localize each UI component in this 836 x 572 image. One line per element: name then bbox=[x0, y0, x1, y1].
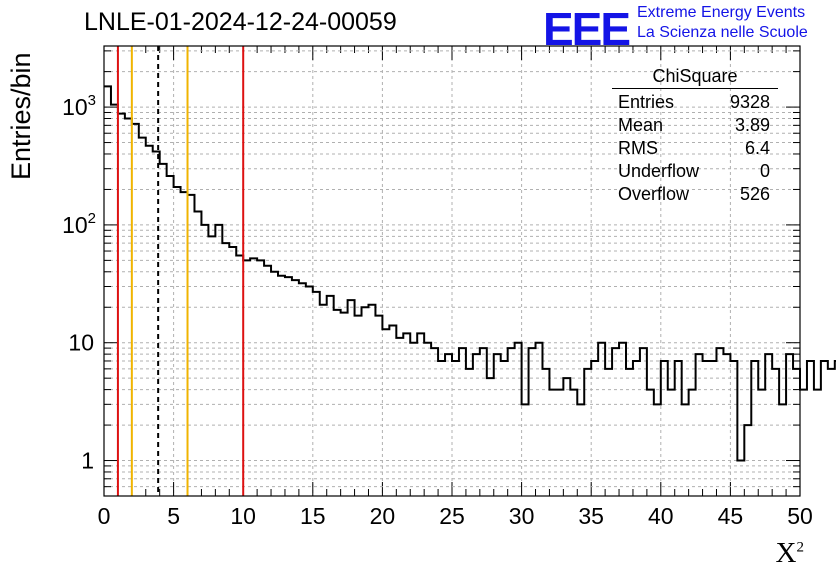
y-tick-label: 103 bbox=[62, 92, 96, 120]
x-tick-label: 20 bbox=[370, 503, 396, 529]
histogram-bin bbox=[814, 390, 821, 496]
stats-label: Entries bbox=[618, 92, 675, 112]
histogram-series bbox=[104, 85, 836, 462]
x-tick-label: 35 bbox=[578, 503, 604, 529]
stats-label: RMS bbox=[618, 138, 658, 158]
x-tick-label: 50 bbox=[787, 503, 813, 529]
chart-title: LNLE-01-2024-12-24-00059 bbox=[84, 8, 397, 36]
x-axis-label: X2 bbox=[776, 537, 804, 570]
x-axis-label-text: X bbox=[775, 537, 797, 569]
stats-value: 0 bbox=[759, 161, 770, 181]
x-tick-label: 15 bbox=[300, 503, 326, 529]
stats-label: Underflow bbox=[618, 161, 700, 181]
logo-line-2: La Scienza nelle Scuole bbox=[637, 24, 808, 41]
x-tick-label: 10 bbox=[230, 503, 256, 529]
stats-row-entries: Entries 9328 bbox=[612, 91, 778, 114]
y-tick-label: 1 bbox=[81, 448, 94, 474]
x-tick-label: 0 bbox=[98, 503, 111, 529]
x-tick-label: 30 bbox=[509, 503, 535, 529]
x-tick-label: 5 bbox=[167, 503, 180, 529]
stats-row-mean: Mean 3.89 bbox=[612, 114, 778, 137]
stats-value: 9328 bbox=[729, 92, 770, 112]
x-axis-label-sup: 2 bbox=[796, 539, 805, 556]
x-tick-label: 45 bbox=[718, 503, 744, 529]
eee-logo: EEE bbox=[543, 3, 631, 55]
y-tick-label: 102 bbox=[62, 210, 96, 238]
histogram-bin bbox=[800, 390, 807, 496]
histogram-bin bbox=[828, 369, 835, 496]
plot-frame bbox=[103, 45, 801, 497]
stats-value: 526 bbox=[739, 184, 770, 204]
x-tick-label: 25 bbox=[439, 503, 465, 529]
stats-label: Overflow bbox=[618, 184, 690, 204]
stats-row-rms: RMS 6.4 bbox=[612, 137, 778, 160]
stats-title: ChiSquare bbox=[612, 66, 778, 89]
stats-value: 6.4 bbox=[744, 138, 770, 158]
stats-row-underflow: Underflow 0 bbox=[612, 160, 778, 183]
stats-value: 3.89 bbox=[734, 115, 770, 135]
histogram-bin bbox=[807, 361, 814, 496]
stats-label: Mean bbox=[618, 115, 664, 135]
stats-box: ChiSquare Entries 9328 Mean 3.89 RMS 6.4 Un… bbox=[612, 66, 778, 206]
y-axis-label: Entries/bin bbox=[6, 52, 36, 180]
histogram-bin bbox=[821, 361, 828, 496]
logo-line-1: Extreme Energy Events bbox=[637, 4, 806, 21]
stats-row-overflow: Overflow 526 bbox=[612, 183, 778, 206]
x-tick-label: 40 bbox=[648, 503, 674, 529]
y-tick-label: 10 bbox=[68, 330, 94, 356]
